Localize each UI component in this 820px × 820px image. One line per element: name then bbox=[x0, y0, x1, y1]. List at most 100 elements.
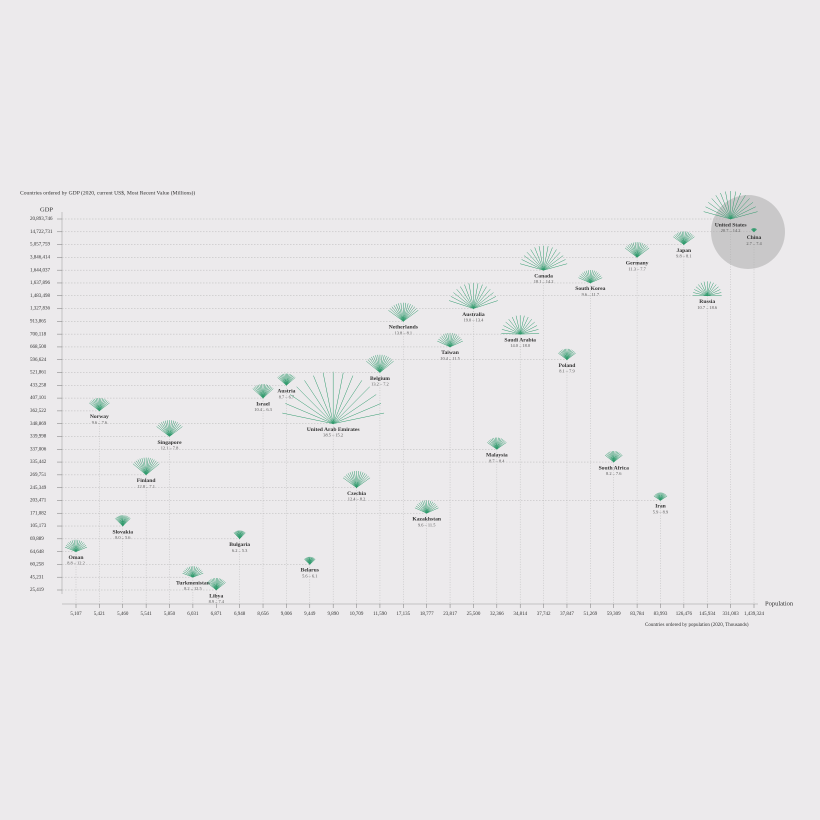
fan-spoke bbox=[75, 545, 87, 552]
fan-spoke bbox=[377, 354, 381, 373]
fan-spoke bbox=[450, 296, 474, 309]
x-tick-label: 37,742 bbox=[537, 612, 551, 617]
fan-spoke bbox=[122, 518, 131, 527]
country-name: Germany bbox=[626, 261, 649, 267]
fan-spoke bbox=[255, 386, 264, 399]
fan-spoke bbox=[214, 578, 217, 591]
fan-spoke bbox=[579, 275, 591, 284]
fan-spoke bbox=[683, 235, 694, 245]
fan-spoke bbox=[99, 400, 108, 412]
fan-spoke bbox=[253, 387, 264, 399]
fan-spoke bbox=[304, 380, 334, 424]
fan-spoke bbox=[262, 388, 274, 399]
fan-spoke bbox=[379, 356, 389, 373]
fan-spoke bbox=[491, 438, 498, 450]
y-tick-label: 348,869 bbox=[30, 422, 47, 427]
country-name: Turkmenistan bbox=[176, 580, 211, 586]
fan-spoke bbox=[65, 545, 77, 552]
chart-title: Countries ordered by GDP (2020, current … bbox=[20, 189, 195, 196]
fan-spoke bbox=[184, 569, 194, 578]
fan-spoke bbox=[145, 460, 157, 476]
fan-spoke bbox=[332, 380, 363, 424]
y-tick-label: 105,173 bbox=[30, 524, 47, 529]
fan-spoke bbox=[708, 202, 731, 220]
fan bbox=[578, 270, 603, 284]
y-tick-label: 913,865 bbox=[30, 319, 47, 324]
y-tick-label: 245,349 bbox=[30, 486, 47, 491]
fan-spoke bbox=[351, 471, 357, 488]
fan bbox=[64, 539, 88, 552]
y-tick-label: 1,644,037 bbox=[30, 268, 51, 273]
fan-spoke bbox=[167, 420, 170, 437]
fan-spoke bbox=[373, 355, 381, 373]
fan-spoke bbox=[426, 500, 432, 514]
fan-spoke bbox=[75, 539, 79, 552]
fan-spoke bbox=[636, 246, 648, 258]
x-tick-label: 6,948 bbox=[234, 612, 246, 617]
fan-spoke bbox=[97, 398, 100, 411]
fan-spoke bbox=[636, 247, 650, 258]
fan-spoke bbox=[169, 423, 180, 437]
y-tick-label: 1,483,498 bbox=[30, 294, 51, 299]
fan-spoke bbox=[208, 580, 217, 591]
fan-spoke bbox=[356, 475, 369, 488]
fan-spoke bbox=[161, 422, 170, 437]
fan-spoke bbox=[216, 578, 219, 591]
fan-spoke bbox=[403, 310, 419, 322]
country-name: United States bbox=[715, 222, 748, 228]
x-tick-label: 9,449 bbox=[304, 612, 316, 617]
country-name: Belgium bbox=[370, 376, 390, 382]
y-tick-label: 171,082 bbox=[30, 511, 47, 516]
fan-spoke bbox=[371, 356, 381, 373]
fan-spoke bbox=[543, 255, 564, 271]
fan-spoke bbox=[706, 281, 711, 296]
country-range: 12.8 – 7.1 bbox=[137, 484, 155, 489]
fan bbox=[366, 354, 394, 373]
fan-spoke bbox=[453, 292, 474, 309]
fan-spoke bbox=[473, 296, 497, 309]
fan-spoke bbox=[582, 272, 591, 284]
fan-spoke bbox=[683, 236, 695, 245]
fan-spoke bbox=[403, 305, 413, 322]
country-range: 14.0 – 18.0 bbox=[510, 343, 531, 348]
fan-spoke bbox=[676, 233, 685, 245]
fan-spoke bbox=[332, 372, 344, 424]
x-tick-label: 9,890 bbox=[328, 612, 340, 617]
fan-spoke bbox=[473, 283, 479, 309]
fan-spoke bbox=[145, 463, 160, 476]
fan-spoke bbox=[342, 477, 357, 488]
fan-spoke bbox=[426, 504, 437, 514]
fan-spoke bbox=[583, 271, 591, 284]
fan-spoke bbox=[216, 578, 221, 591]
fan-spoke bbox=[367, 359, 381, 373]
fan-spoke bbox=[261, 384, 264, 399]
fan-spoke bbox=[354, 471, 357, 488]
fan bbox=[624, 242, 650, 258]
fan-spoke bbox=[356, 473, 366, 488]
fan-spoke bbox=[356, 472, 364, 488]
country-range: 18.1 – 14.2 bbox=[534, 279, 554, 284]
y-tick-label: 1,327,836 bbox=[30, 307, 51, 312]
fan-spoke bbox=[68, 542, 77, 552]
y-tick-label: 1,637,896 bbox=[30, 281, 51, 286]
fan-spoke bbox=[473, 292, 494, 309]
fan-spoke bbox=[489, 439, 498, 450]
fan-spoke bbox=[379, 357, 391, 373]
country-range: 11.3 – 7.7 bbox=[628, 266, 646, 271]
x-tick-label: 6,031 bbox=[187, 612, 199, 617]
country-name: Finland bbox=[137, 478, 157, 484]
fan-spoke bbox=[496, 438, 502, 450]
fan-spoke bbox=[707, 282, 714, 296]
fan bbox=[304, 556, 316, 565]
fan-spoke bbox=[660, 495, 668, 501]
x-tick-label: 51,269 bbox=[583, 612, 597, 617]
x-tick-label: 18,777 bbox=[420, 612, 434, 617]
fan-spoke bbox=[519, 263, 544, 271]
country-name: Poland bbox=[559, 363, 577, 369]
x-tick-label: 34,814 bbox=[513, 612, 527, 617]
fan-spoke bbox=[95, 398, 100, 411]
fan-spoke bbox=[99, 402, 110, 412]
fan-spoke bbox=[473, 286, 487, 309]
fan-spoke bbox=[216, 580, 224, 591]
fan bbox=[414, 500, 439, 514]
